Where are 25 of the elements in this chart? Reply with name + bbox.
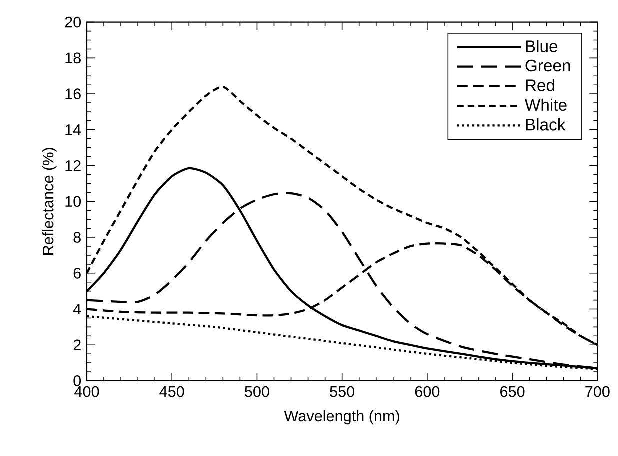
y-tick-label: 0 [74,376,82,386]
y-tick-label: 20 [65,16,82,28]
y-tick-label: 10 [66,196,82,208]
y-tick-label: 6 [74,268,81,279]
x-tick-label: 400 [74,386,100,398]
legend-label: White [525,98,567,112]
x-tick-label: 650 [500,386,525,398]
legend-label: Black [526,118,566,131]
x-tick-label: 500 [245,386,270,398]
x-tick-label: 550 [330,386,355,398]
legend-label: Red [526,79,554,92]
y-axis-title: Reflectance (%) [42,148,57,255]
y-tick-label: 2 [74,340,81,350]
x-axis-title: Wavelength (nm) [284,410,400,425]
y-tick-label: 14 [66,124,82,136]
y-tick-label: 12 [66,160,81,172]
legend-label: Blue [526,40,558,52]
legend-label: Green [526,60,570,72]
y-tick-label: 18 [66,52,81,64]
x-tick-label: 700 [586,386,610,398]
y-tick-label: 8 [74,232,81,243]
x-tick-label: 600 [415,386,440,398]
x-tick-label: 450 [160,386,184,398]
y-tick-label: 4 [73,304,82,315]
y-tick-label: 16 [66,88,81,100]
